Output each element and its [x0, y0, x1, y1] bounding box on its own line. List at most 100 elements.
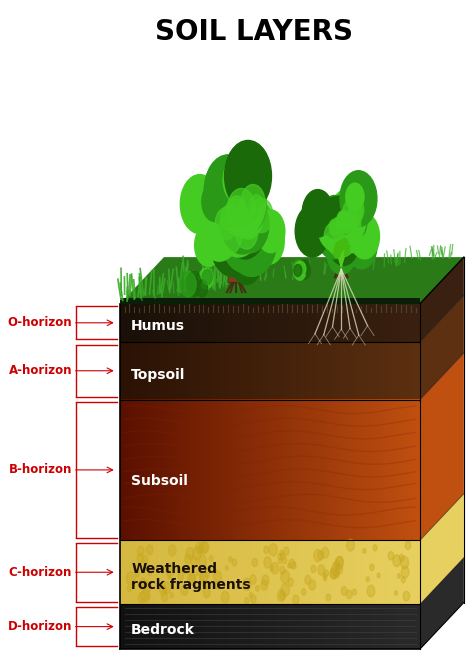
Circle shape: [330, 195, 356, 235]
Circle shape: [224, 195, 266, 259]
Circle shape: [331, 563, 340, 576]
Circle shape: [342, 196, 362, 227]
Circle shape: [192, 547, 201, 560]
Circle shape: [329, 189, 366, 245]
Circle shape: [366, 577, 369, 582]
Circle shape: [202, 580, 208, 588]
Polygon shape: [420, 257, 464, 342]
Circle shape: [226, 223, 258, 272]
Circle shape: [343, 214, 365, 246]
Circle shape: [398, 574, 401, 578]
Circle shape: [257, 210, 285, 253]
Text: Topsoil: Topsoil: [131, 368, 185, 382]
Circle shape: [301, 259, 310, 273]
Circle shape: [218, 159, 262, 227]
Circle shape: [146, 545, 153, 555]
Circle shape: [302, 189, 333, 237]
Circle shape: [280, 566, 285, 574]
Circle shape: [281, 570, 290, 584]
Circle shape: [196, 279, 208, 297]
Circle shape: [341, 239, 348, 249]
Circle shape: [349, 199, 364, 221]
Circle shape: [215, 207, 237, 240]
Circle shape: [295, 265, 303, 277]
Circle shape: [223, 206, 255, 253]
Circle shape: [332, 231, 356, 267]
Circle shape: [328, 205, 349, 238]
Circle shape: [305, 576, 311, 584]
Circle shape: [331, 209, 353, 243]
Circle shape: [343, 207, 360, 233]
Circle shape: [329, 213, 351, 246]
Circle shape: [330, 568, 338, 580]
Circle shape: [219, 184, 265, 254]
Circle shape: [201, 542, 209, 553]
Circle shape: [225, 566, 228, 570]
Circle shape: [191, 556, 197, 566]
Text: B-horizon: B-horizon: [9, 464, 72, 476]
Circle shape: [335, 557, 343, 570]
Circle shape: [401, 556, 409, 568]
Circle shape: [185, 188, 211, 227]
Circle shape: [394, 591, 397, 595]
Circle shape: [227, 198, 245, 227]
Circle shape: [195, 224, 223, 266]
Circle shape: [159, 584, 166, 595]
Circle shape: [312, 191, 330, 219]
Circle shape: [334, 247, 341, 258]
Circle shape: [264, 556, 272, 568]
Circle shape: [405, 541, 411, 550]
Circle shape: [337, 212, 356, 241]
Circle shape: [353, 589, 356, 595]
Circle shape: [281, 553, 285, 560]
Circle shape: [200, 574, 204, 580]
Circle shape: [213, 568, 217, 574]
Polygon shape: [120, 298, 420, 303]
Circle shape: [137, 554, 143, 563]
Circle shape: [190, 574, 195, 582]
Circle shape: [334, 560, 339, 569]
Circle shape: [295, 205, 329, 257]
Text: Weathered
rock fragments: Weathered rock fragments: [131, 562, 251, 592]
Circle shape: [341, 586, 347, 596]
Circle shape: [196, 572, 199, 576]
Circle shape: [337, 212, 347, 227]
Circle shape: [323, 573, 327, 578]
Circle shape: [399, 554, 404, 562]
Circle shape: [345, 187, 363, 214]
Circle shape: [196, 542, 203, 554]
Circle shape: [228, 189, 255, 231]
Circle shape: [346, 539, 355, 551]
Circle shape: [270, 566, 273, 571]
Circle shape: [337, 556, 343, 566]
Circle shape: [278, 559, 282, 564]
Circle shape: [324, 570, 328, 576]
Circle shape: [221, 591, 229, 603]
Text: C-horizon: C-horizon: [9, 566, 72, 579]
Circle shape: [251, 595, 256, 604]
Circle shape: [199, 555, 207, 568]
Circle shape: [262, 575, 269, 586]
Circle shape: [393, 555, 401, 567]
Circle shape: [187, 572, 196, 585]
Circle shape: [220, 205, 237, 230]
Circle shape: [200, 571, 208, 584]
Text: Bedrock: Bedrock: [131, 623, 195, 637]
Circle shape: [222, 187, 253, 233]
Circle shape: [403, 591, 410, 601]
Circle shape: [199, 268, 213, 289]
Polygon shape: [336, 224, 347, 267]
Circle shape: [335, 242, 342, 253]
Circle shape: [218, 164, 266, 237]
Circle shape: [401, 566, 409, 578]
Circle shape: [337, 211, 348, 227]
Circle shape: [205, 572, 210, 578]
Circle shape: [200, 542, 207, 554]
Circle shape: [210, 208, 255, 277]
Circle shape: [180, 272, 196, 297]
Circle shape: [223, 156, 254, 203]
Circle shape: [322, 548, 328, 558]
Circle shape: [295, 260, 302, 271]
Circle shape: [142, 556, 147, 564]
Circle shape: [245, 598, 249, 604]
